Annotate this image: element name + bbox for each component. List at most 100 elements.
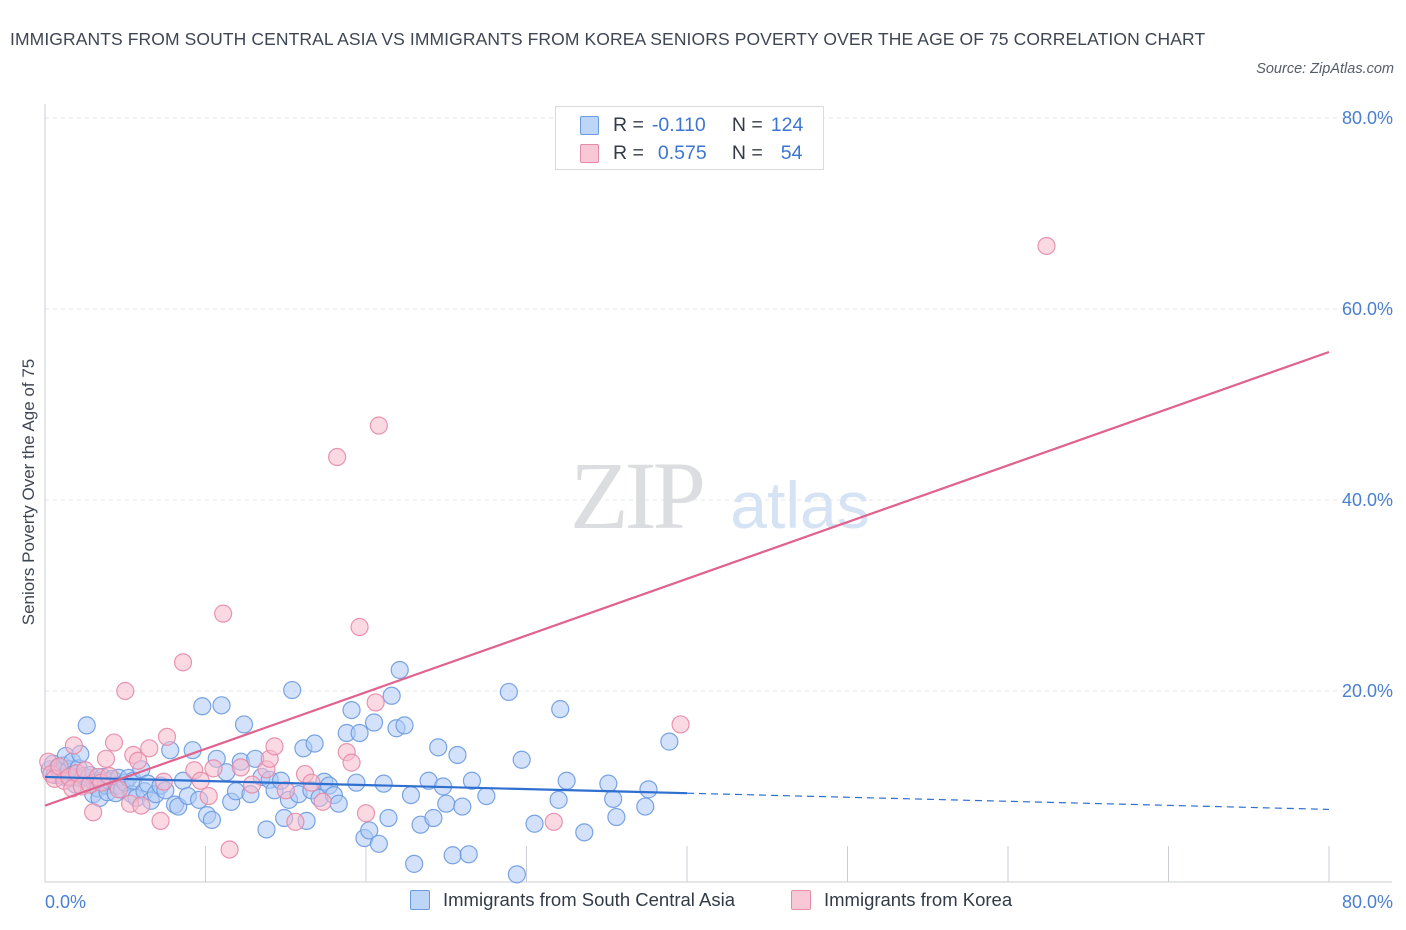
series-legend: Immigrants from South Central Asia Immig… [0,889,1406,915]
legend-swatch-pink [580,143,599,163]
y-tick-label: 20.0% [1342,681,1393,701]
point-korea [328,447,347,467]
y-tick-label: 40.0% [1342,490,1393,510]
trendline-south-central-asia [44,775,688,795]
point-korea [214,604,233,623]
point-south-central-asia [283,680,302,700]
y-tick-label: 60.0% [1342,299,1393,319]
point-korea [342,753,361,772]
point-south-central-asia [212,696,231,715]
legend-item-south-central-asia[interactable]: Immigrants from South Central Asia [410,889,735,911]
point-south-central-asia [401,785,421,805]
axis-layer [44,104,1392,883]
legend-n-value: 54 [780,141,803,164]
point-south-central-asia [429,738,448,757]
point-korea [369,416,388,435]
point-south-central-asia [453,797,472,816]
point-south-central-asia [329,794,348,813]
label-layer: 20.0% 40.0% 60.0% 80.0% 0.0% 80.0% [45,108,1393,912]
watermark-atlas: atlas [730,468,869,542]
point-korea [544,812,563,831]
point-south-central-asia [405,854,424,873]
y-tick-label: 80.0% [1342,108,1393,128]
point-korea [109,780,128,799]
point-south-central-asia [499,682,518,702]
legend-row-south-central-asia: R = -0.110 N = 124 [580,113,803,137]
legend-swatch-pink [791,890,811,910]
legend-r-value: -0.110 [651,113,706,136]
point-korea [286,812,305,831]
points-layer [39,236,1056,884]
point-korea [1037,236,1056,256]
trendline-korea [44,350,1330,807]
point-south-central-asia [347,773,366,792]
point-south-central-asia [379,808,398,828]
point-korea [350,617,369,637]
point-south-central-asia [551,700,570,719]
point-south-central-asia [395,716,414,735]
point-korea [84,803,103,822]
x-tick-label: 80.0% [1342,892,1393,912]
legend-swatch-blue [580,115,599,135]
legend-r-label: R = [613,113,644,136]
point-korea [671,715,690,734]
point-south-central-asia [360,821,379,840]
point-south-central-asia [636,797,655,816]
trend-layer [44,350,1330,811]
point-korea [64,736,83,755]
point-korea [276,781,295,800]
x-tick-label: 0.0% [45,892,86,912]
legend-item-korea[interactable]: Immigrants from Korea [791,889,1012,911]
point-south-central-asia [364,713,384,732]
point-south-central-asia [257,820,276,839]
point-south-central-asia [557,771,576,790]
point-korea [96,749,116,768]
point-south-central-asia [424,808,443,828]
point-korea [265,737,284,756]
point-south-central-asia [342,700,361,720]
legend-label: Immigrants from Korea [824,889,1013,910]
point-south-central-asia [462,771,482,790]
legend-r-label: R = [613,141,644,164]
point-south-central-asia [193,697,212,716]
point-korea [173,653,193,672]
point-korea [356,804,376,823]
point-south-central-asia [599,774,618,793]
point-korea [231,758,250,777]
y-axis-title: Seniors Poverty Over the Age of 75 [19,359,38,625]
point-south-central-asia [234,715,254,734]
point-korea [313,792,332,811]
legend-n-label: N = [731,113,763,136]
point-korea [151,811,170,830]
point-south-central-asia [459,845,478,864]
point-south-central-asia [512,750,531,769]
point-south-central-asia [639,780,658,799]
point-korea [366,693,385,712]
point-korea [116,681,135,701]
chart-title: IMMIGRANTS FROM SOUTH CENTRAL ASIA VS IM… [10,29,1206,49]
point-south-central-asia [443,846,462,865]
point-south-central-asia [305,734,324,753]
point-korea [128,751,148,770]
correlation-legend: R = -0.110 N = 124 R = 0.575 N = 54 [555,106,824,170]
point-south-central-asia [369,834,388,853]
point-south-central-asia [77,716,96,735]
point-korea [199,786,218,806]
point-south-central-asia [390,660,409,680]
point-south-central-asia [525,814,544,833]
point-south-central-asia [604,789,623,809]
point-south-central-asia [374,774,393,793]
point-south-central-asia [660,732,679,751]
point-south-central-asia [549,790,568,809]
watermark-zip: ZIP [570,442,703,549]
point-south-central-asia [477,786,496,806]
point-korea [140,739,159,758]
watermark: ZIP atlas [570,442,870,549]
grid-layer [45,117,1392,692]
trendline-south-central-asia-extension [686,792,1330,811]
point-korea [100,766,119,786]
point-south-central-asia [575,823,594,842]
source-label: Source: ZipAtlas.com [1256,61,1394,77]
point-south-central-asia [350,723,369,743]
